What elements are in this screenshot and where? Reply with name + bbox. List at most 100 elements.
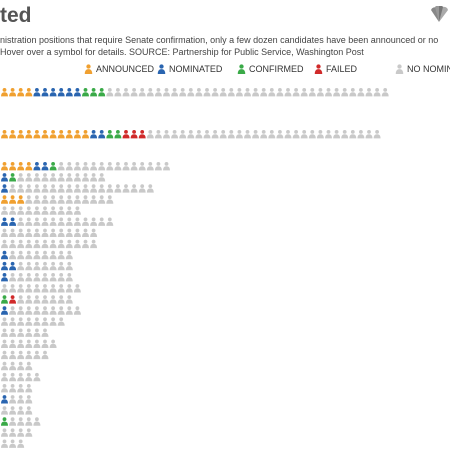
person-icon[interactable] xyxy=(33,130,41,139)
person-icon[interactable] xyxy=(316,130,324,139)
person-icon[interactable] xyxy=(1,173,8,182)
person-icon[interactable] xyxy=(49,273,57,282)
person-icon[interactable] xyxy=(25,428,33,437)
person-icon[interactable] xyxy=(82,173,89,182)
person-icon[interactable] xyxy=(1,295,8,304)
person-icon[interactable] xyxy=(171,88,179,97)
person-icon[interactable] xyxy=(292,88,300,97)
person-icon[interactable] xyxy=(1,384,8,393)
person-icon[interactable] xyxy=(41,295,49,304)
person-icon[interactable] xyxy=(82,239,89,249)
person-icon[interactable] xyxy=(146,88,154,97)
person-icon[interactable] xyxy=(9,361,17,371)
person-icon[interactable] xyxy=(41,130,49,139)
person-icon[interactable] xyxy=(57,239,65,249)
person-icon[interactable] xyxy=(25,417,33,426)
person-icon[interactable] xyxy=(130,88,138,97)
person-icon[interactable] xyxy=(33,228,41,237)
person-icon[interactable] xyxy=(82,184,89,193)
person-icon[interactable] xyxy=(25,88,33,97)
person-icon[interactable] xyxy=(65,239,73,249)
person-icon[interactable] xyxy=(17,217,25,226)
person-icon[interactable] xyxy=(73,88,81,97)
person-icon[interactable] xyxy=(1,306,8,315)
person-icon[interactable] xyxy=(219,88,227,97)
person-icon[interactable] xyxy=(57,273,65,282)
person-icon[interactable] xyxy=(1,372,8,382)
person-icon[interactable] xyxy=(17,317,25,326)
person-icon[interactable] xyxy=(154,130,162,139)
person-icon[interactable] xyxy=(49,317,57,326)
person-icon[interactable] xyxy=(106,162,114,171)
person-icon[interactable] xyxy=(17,428,25,437)
person-icon[interactable] xyxy=(9,350,17,360)
person-icon[interactable] xyxy=(260,130,268,139)
person-icon[interactable] xyxy=(9,284,17,293)
person-icon[interactable] xyxy=(25,328,33,337)
person-icon[interactable] xyxy=(154,88,162,97)
person-icon[interactable] xyxy=(9,328,17,337)
person-icon[interactable] xyxy=(33,195,41,204)
person-icon[interactable] xyxy=(33,328,41,337)
person-icon[interactable] xyxy=(90,195,98,204)
person-icon[interactable] xyxy=(163,88,170,97)
person-icon[interactable] xyxy=(195,88,203,97)
person-icon[interactable] xyxy=(106,130,114,139)
person-icon[interactable] xyxy=(9,228,17,237)
person-icon[interactable] xyxy=(33,261,41,271)
person-icon[interactable] xyxy=(65,130,73,139)
person-icon[interactable] xyxy=(57,306,65,315)
person-icon[interactable] xyxy=(73,239,81,249)
person-icon[interactable] xyxy=(17,206,25,215)
person-icon[interactable] xyxy=(41,88,49,97)
person-icon[interactable] xyxy=(244,88,251,97)
person-icon[interactable] xyxy=(65,217,73,226)
person-icon[interactable] xyxy=(41,261,49,271)
person-icon[interactable] xyxy=(33,284,41,293)
person-icon[interactable] xyxy=(17,195,25,204)
person-icon[interactable] xyxy=(17,261,25,271)
legend-item-nominated[interactable]: NOMINATED xyxy=(157,64,222,74)
person-icon[interactable] xyxy=(33,273,41,282)
person-icon[interactable] xyxy=(41,217,49,226)
person-icon[interactable] xyxy=(9,206,17,215)
person-icon[interactable] xyxy=(114,184,122,193)
person-icon[interactable] xyxy=(9,439,17,448)
person-icon[interactable] xyxy=(25,372,33,382)
person-icon[interactable] xyxy=(65,228,73,237)
person-icon[interactable] xyxy=(33,317,41,326)
person-icon[interactable] xyxy=(17,184,25,193)
person-icon[interactable] xyxy=(333,88,341,97)
person-icon[interactable] xyxy=(25,228,33,237)
person-icon[interactable] xyxy=(1,428,8,437)
person-icon[interactable] xyxy=(25,130,33,139)
legend-item-no-nominee[interactable]: NO NOMINI xyxy=(395,64,450,74)
person-icon[interactable] xyxy=(9,173,17,182)
person-icon[interactable] xyxy=(57,317,65,326)
person-icon[interactable] xyxy=(333,130,341,139)
person-icon[interactable] xyxy=(1,239,8,249)
person-icon[interactable] xyxy=(65,306,73,315)
person-icon[interactable] xyxy=(171,130,179,139)
person-icon[interactable] xyxy=(9,88,17,97)
person-icon[interactable] xyxy=(227,130,235,139)
person-icon[interactable] xyxy=(17,173,25,182)
person-icon[interactable] xyxy=(98,162,106,171)
person-icon[interactable] xyxy=(17,250,25,260)
person-icon[interactable] xyxy=(349,130,357,139)
person-icon[interactable] xyxy=(9,130,17,139)
person-icon[interactable] xyxy=(308,88,316,97)
person-icon[interactable] xyxy=(25,273,33,282)
person-icon[interactable] xyxy=(98,217,106,226)
person-icon[interactable] xyxy=(114,162,122,171)
person-icon[interactable] xyxy=(57,88,65,97)
person-icon[interactable] xyxy=(82,228,89,237)
person-icon[interactable] xyxy=(65,173,73,182)
person-icon[interactable] xyxy=(1,217,8,226)
person-icon[interactable] xyxy=(82,195,89,204)
person-icon[interactable] xyxy=(1,273,8,282)
person-icon[interactable] xyxy=(163,130,170,139)
person-icon[interactable] xyxy=(25,195,33,204)
person-icon[interactable] xyxy=(9,372,17,382)
person-icon[interactable] xyxy=(57,173,65,182)
